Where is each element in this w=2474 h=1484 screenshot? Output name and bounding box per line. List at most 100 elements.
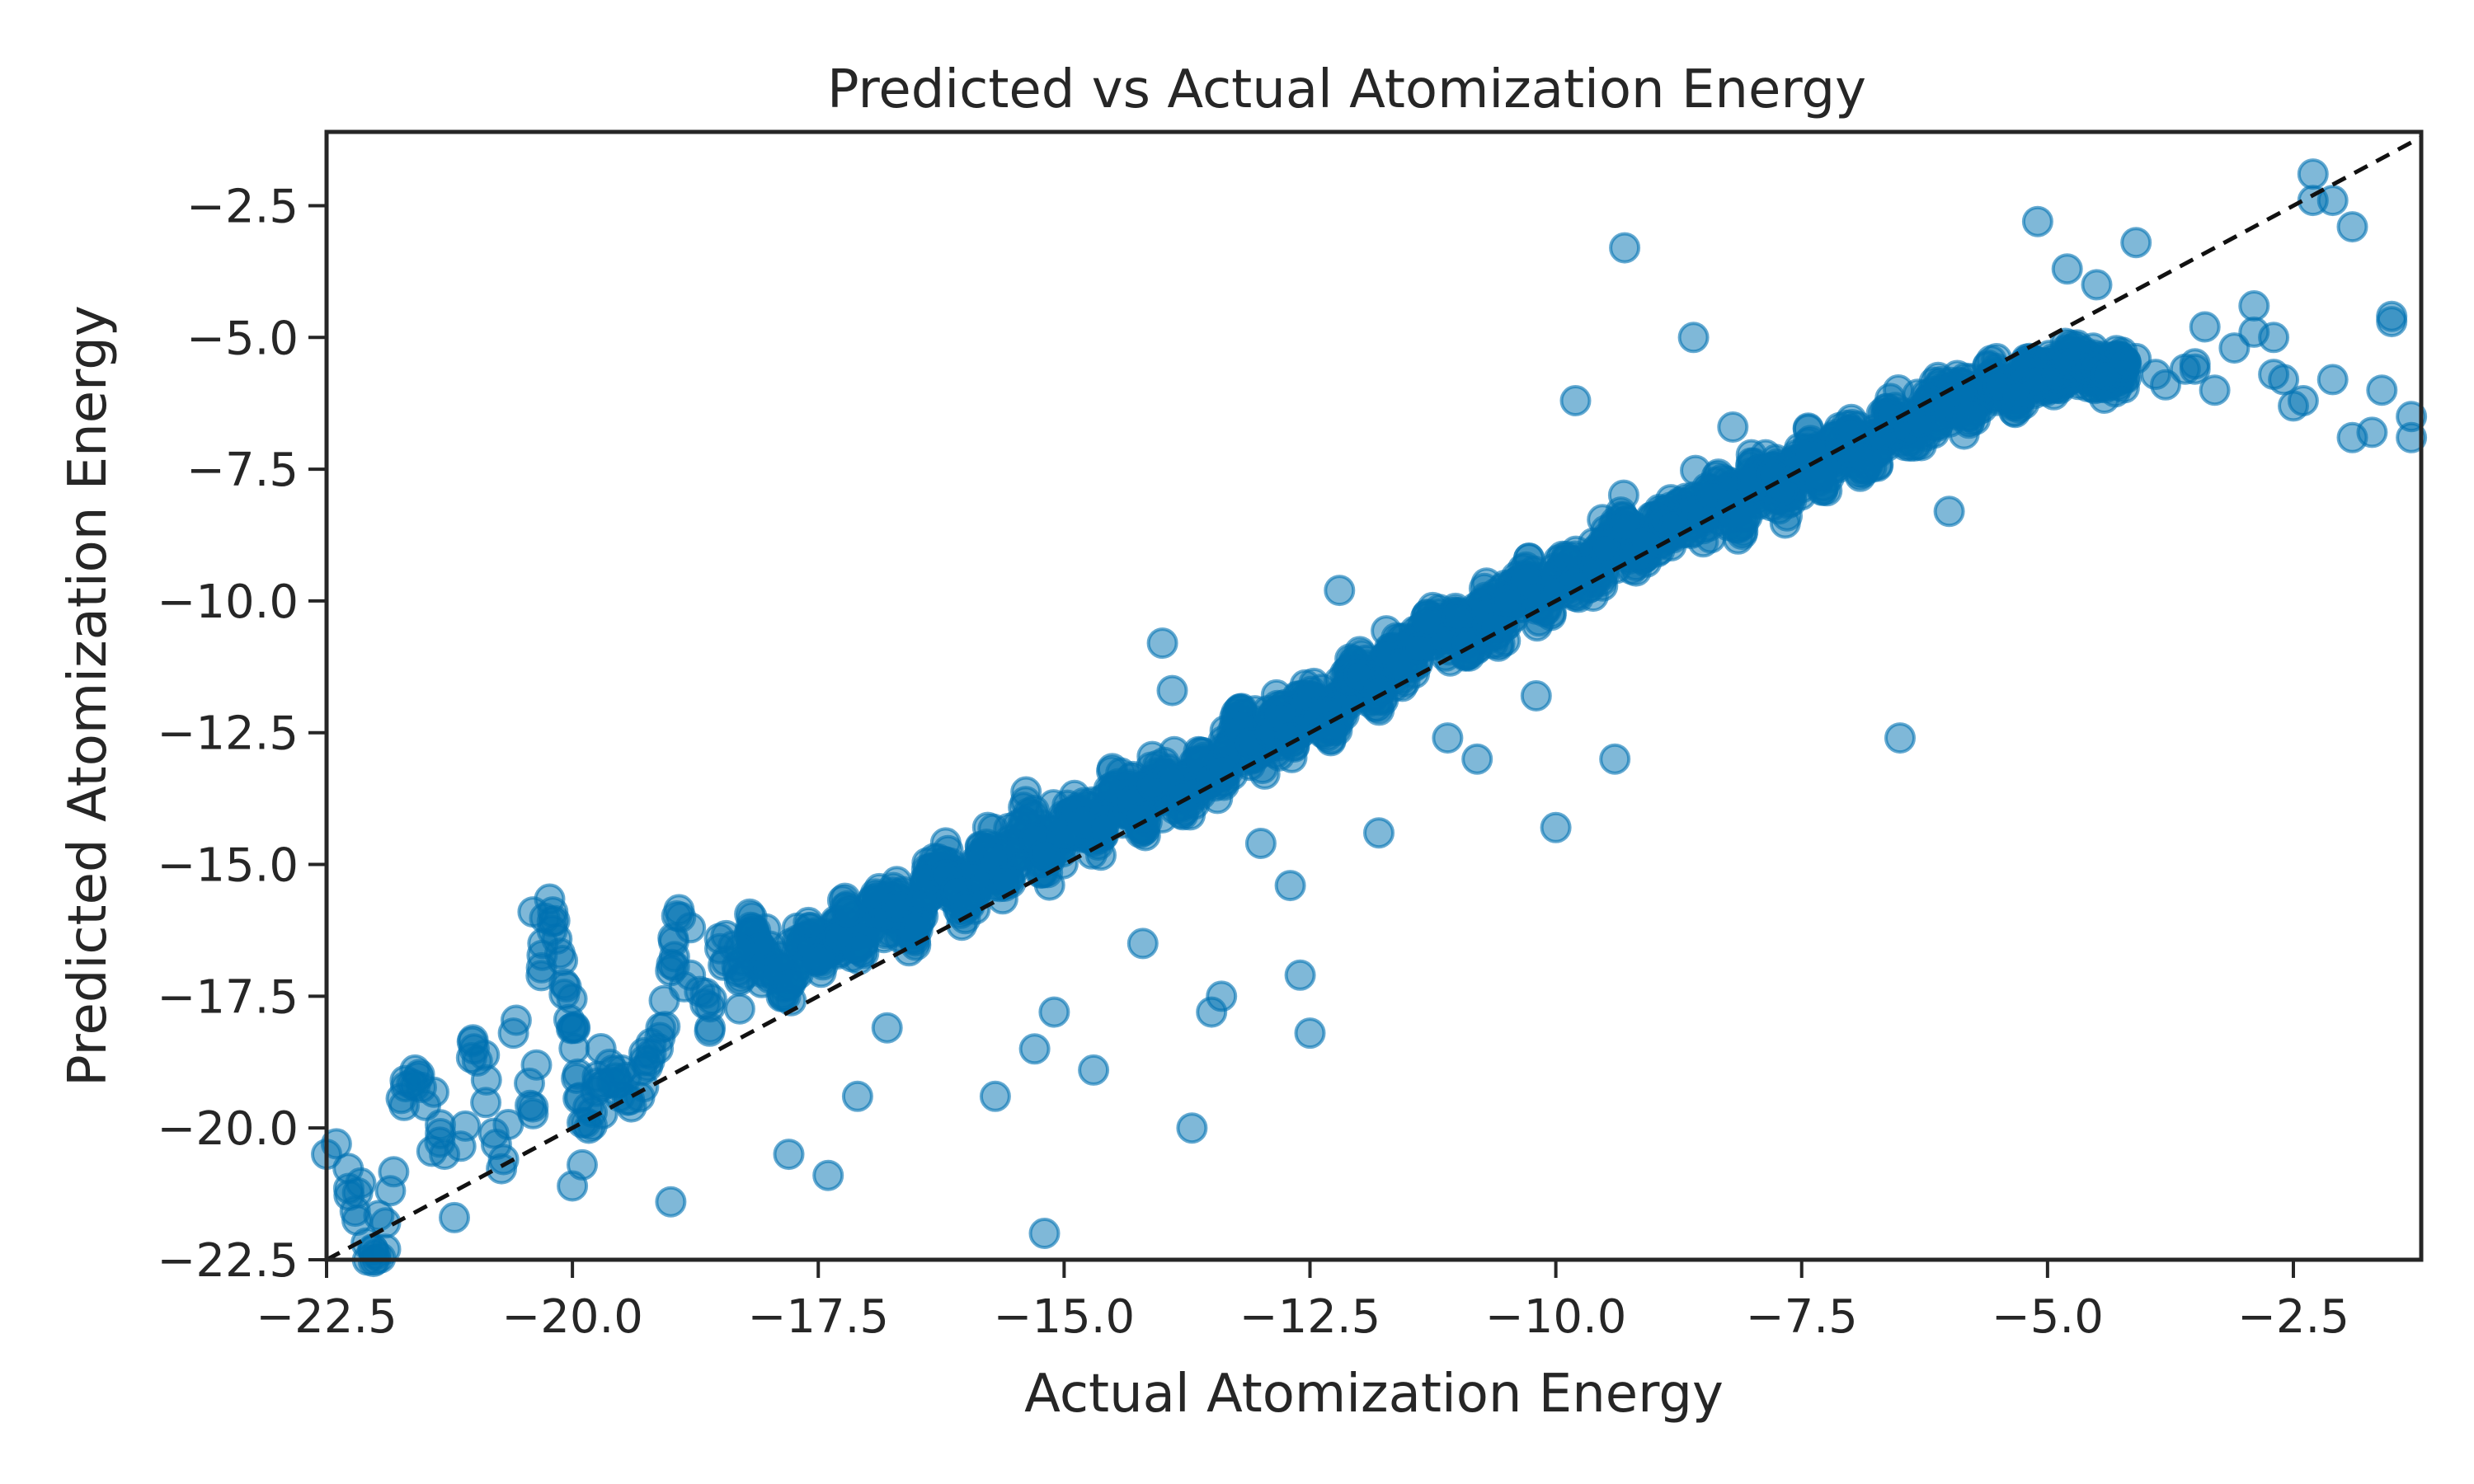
outlier-point (1244, 828, 1277, 859)
outlier-point (1461, 743, 1493, 775)
data-point (1010, 776, 1042, 808)
outlier-point (2376, 300, 2408, 332)
data-point (723, 965, 755, 997)
data-point (1442, 601, 1474, 633)
outlier-point (871, 1012, 903, 1044)
data-point (320, 1128, 352, 1160)
outlier-point (1078, 1054, 1110, 1086)
x-tick-label: −7.5 (1746, 1290, 1858, 1344)
outlier-point (567, 1148, 598, 1181)
outlier-point (655, 1186, 687, 1218)
data-point (615, 1091, 647, 1123)
outlier-point (2179, 348, 2211, 380)
outlier-point (1126, 928, 1159, 960)
outlier-point (2366, 374, 2398, 406)
outlier-point (812, 1159, 844, 1191)
data-point (1451, 627, 1484, 660)
x-tick-label: −20.0 (501, 1290, 643, 1344)
outlier-point (399, 1070, 431, 1101)
data-point (1088, 811, 1120, 843)
x-tick-label: −5.0 (1992, 1290, 2104, 1344)
data-point (773, 970, 805, 1002)
outlier-point (1206, 980, 1238, 1012)
data-point (1845, 443, 1877, 475)
data-point (1607, 479, 1639, 511)
data-point (470, 1087, 502, 1119)
outlier-point (2396, 401, 2428, 433)
data-point (645, 1012, 677, 1044)
outlier-point (2268, 364, 2300, 396)
outlier-point (2336, 421, 2368, 453)
data-point (429, 1139, 461, 1171)
data-point (793, 906, 825, 938)
data-point (1835, 416, 1867, 448)
x-tick-label: −15.0 (994, 1290, 1136, 1344)
outlier-point (2081, 269, 2113, 301)
outlier-point (1156, 674, 1188, 707)
outlier-point (1324, 575, 1356, 607)
data-point (1126, 801, 1159, 833)
plot-frame (324, 129, 2424, 1262)
data-point (1274, 722, 1306, 754)
outlier-point (2021, 205, 2053, 237)
outlier-point (2287, 385, 2319, 416)
data-point (1363, 674, 1395, 707)
data-point (2316, 364, 2349, 396)
x-tick-label: −22.5 (256, 1290, 397, 1344)
outlier-point (1677, 322, 1710, 354)
chart-title: Predicted vs Actual Atomization Energy (827, 59, 1866, 120)
outlier-point (1274, 870, 1306, 902)
x-tick-label: −2.5 (2237, 1290, 2349, 1344)
outlier-point (773, 1139, 805, 1171)
points-layer (311, 158, 2428, 1278)
data-point (557, 1012, 589, 1044)
y-tick-label: −15.0 (157, 839, 299, 893)
data-point (497, 1017, 529, 1050)
data-point (1953, 401, 1985, 433)
outlier-point (2297, 158, 2329, 190)
y-tick-label: −20.0 (157, 1102, 299, 1156)
data-point (841, 932, 873, 965)
data-point (1166, 780, 1198, 812)
outlier-point (1018, 1033, 1051, 1065)
y-tick-label: −22.5 (157, 1234, 299, 1288)
outlier-point (1432, 722, 1464, 754)
data-point (723, 993, 755, 1025)
data-point (2336, 211, 2368, 243)
outlier-point (517, 896, 549, 928)
identity-reference-line (325, 135, 2423, 1262)
x-tick-label: −10.0 (1485, 1290, 1627, 1344)
outlier-point (675, 912, 707, 944)
y-tick-label: −10.0 (157, 575, 299, 629)
outlier-point (1559, 385, 1592, 416)
outlier-point (1028, 1218, 1061, 1249)
data-point (1491, 585, 1522, 617)
outlier-point (2238, 290, 2270, 322)
data-point (1628, 527, 1660, 559)
outlier-point (1520, 680, 1552, 711)
outlier-point (1717, 411, 1749, 443)
data-point (548, 968, 581, 1000)
y-tick-label: −7.5 (186, 444, 299, 497)
data-point (576, 1097, 608, 1128)
y-axis-label: Predicted Atomization Energy (58, 305, 119, 1087)
data-point (1727, 500, 1759, 533)
outlier-point (841, 1080, 873, 1112)
y-axis: −22.5 −20.0 −17.5 −15.0 −12.5 −10.0 −7.5 −5.0 −2… (157, 180, 327, 1288)
data-point (527, 928, 559, 960)
x-axis-label: Actual Atomization Energy (1024, 1364, 1724, 1425)
y-tick-label: −5.0 (186, 312, 299, 365)
outlier-point (1284, 959, 1316, 991)
outlier-point (723, 932, 755, 965)
data-point (374, 1175, 407, 1207)
data-point (487, 1144, 520, 1176)
x-axis: −22.5 −20.0 −17.5 −15.0 −12.5 −10.0 −7.5 −5.0 −2… (256, 1260, 2349, 1344)
y-tick-label: −17.5 (157, 970, 299, 1024)
y-tick-label: −2.5 (186, 180, 299, 233)
data-point (635, 1038, 667, 1070)
outlier-point (979, 1080, 1011, 1112)
outlier-point (1609, 232, 1641, 264)
outlier-point (694, 1012, 727, 1044)
x-tick-label: −12.5 (1239, 1290, 1381, 1344)
